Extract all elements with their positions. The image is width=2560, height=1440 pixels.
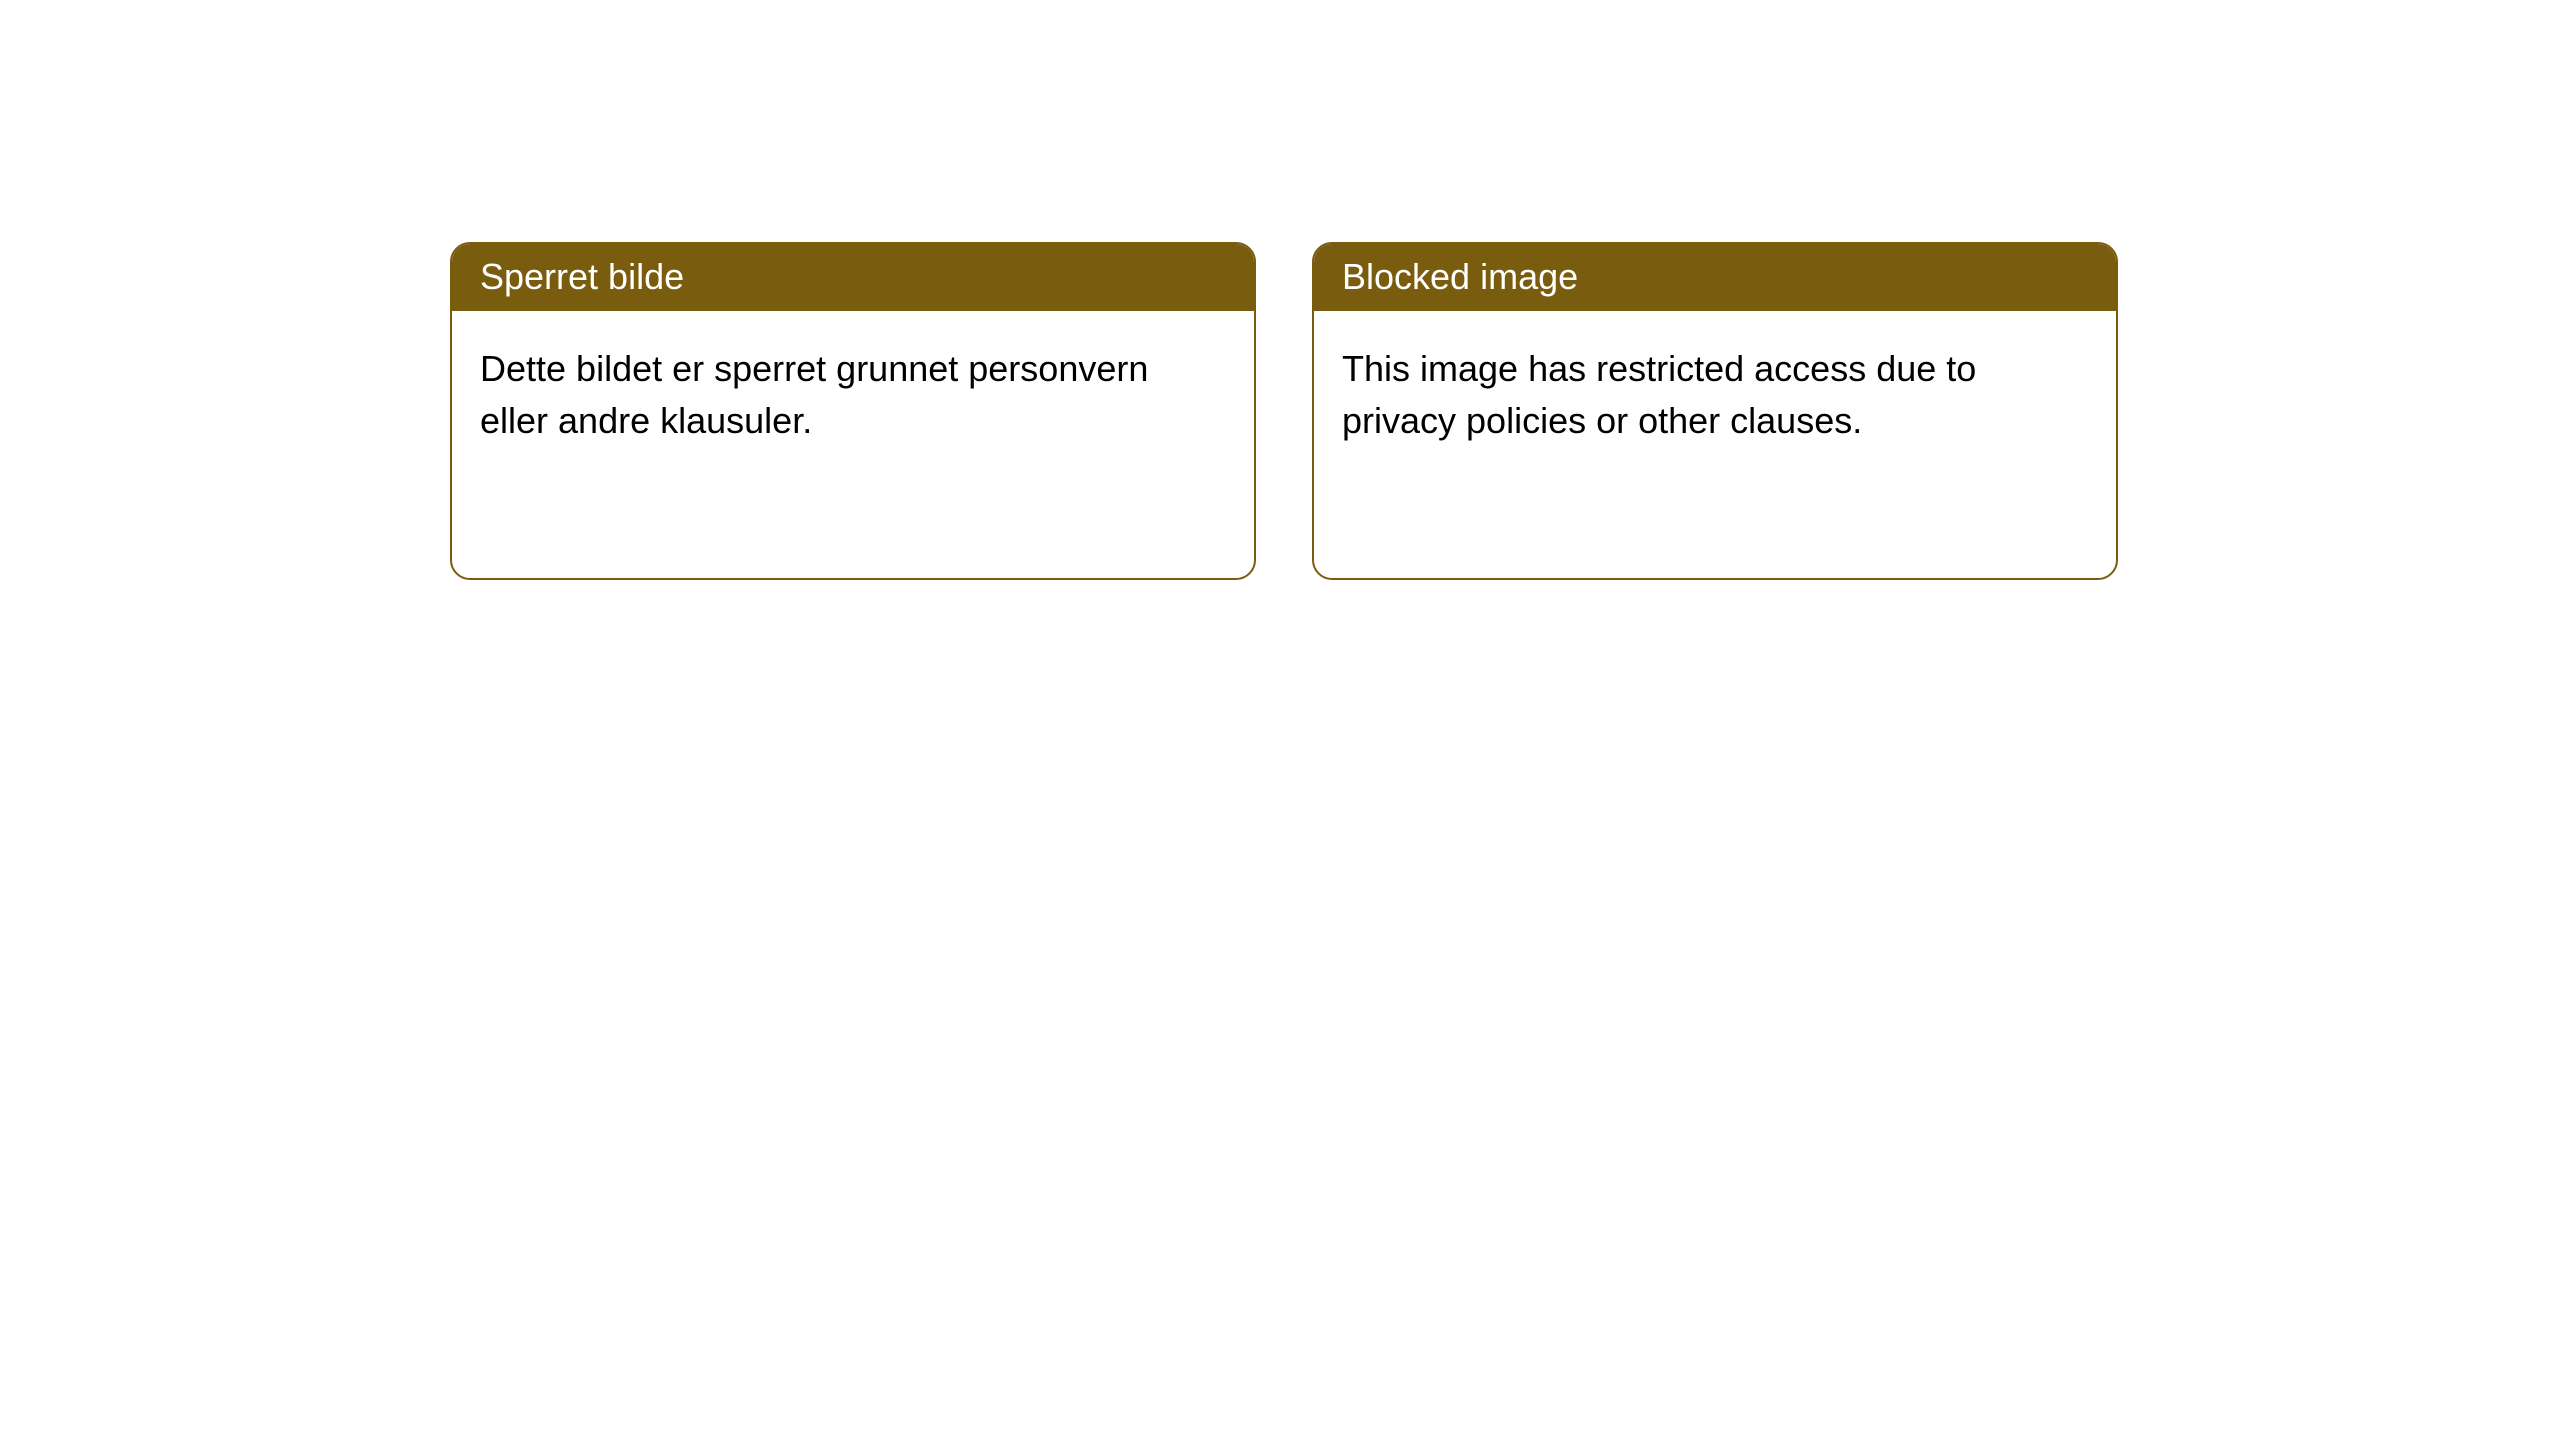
card-body: This image has restricted access due to … <box>1314 311 2116 479</box>
blocked-image-card-no: Sperret bilde Dette bildet er sperret gr… <box>450 242 1256 580</box>
card-body: Dette bildet er sperret grunnet personve… <box>452 311 1254 479</box>
card-header: Sperret bilde <box>452 244 1254 311</box>
notice-container: Sperret bilde Dette bildet er sperret gr… <box>0 0 2560 580</box>
blocked-image-card-en: Blocked image This image has restricted … <box>1312 242 2118 580</box>
card-header: Blocked image <box>1314 244 2116 311</box>
